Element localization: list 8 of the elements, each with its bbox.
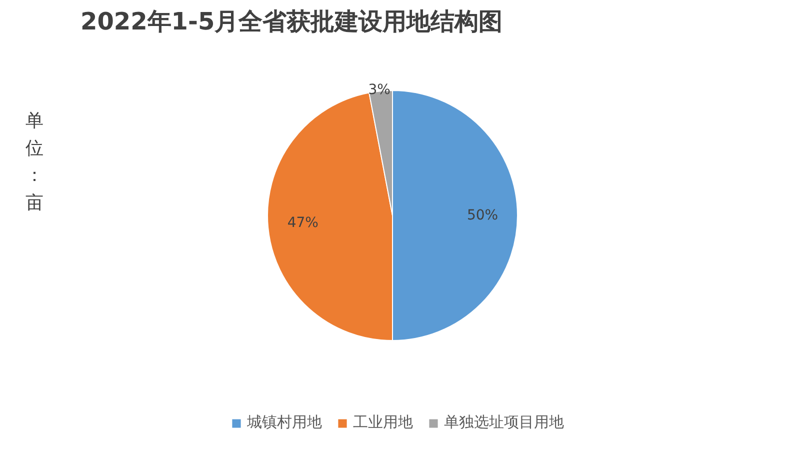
legend-label: 工业用地 — [353, 413, 413, 432]
chart-title: 2022年1-5月全省获批建设用地结构图 — [80, 8, 503, 36]
data-label: 50% — [466, 208, 498, 224]
data-label: 3% — [368, 82, 390, 98]
legend-label: 城镇村用地 — [247, 413, 322, 432]
data-label: 47% — [287, 215, 318, 232]
text: 单位：亩 — [26, 110, 44, 214]
legend-label: 单独选址项目用地 — [444, 413, 564, 432]
